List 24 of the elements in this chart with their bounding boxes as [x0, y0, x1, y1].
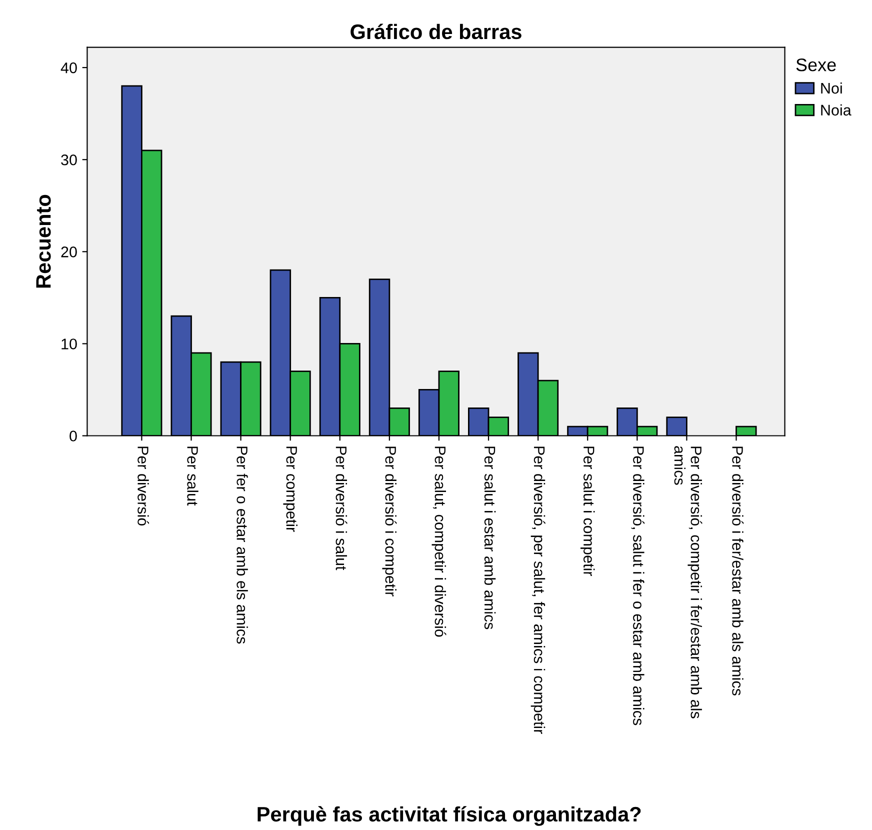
y-tick-label: 20 [61, 246, 77, 258]
x-tick-label: Per diversió, salut i fer o estar amb amics [631, 446, 644, 726]
x-tick-label: Per diversió i competir [382, 446, 397, 596]
x-tick-label: Per salut [187, 446, 198, 506]
chart-title: Gráfico de barras [350, 24, 522, 40]
legend-label: Noi [821, 82, 842, 94]
x-tick-label: Per diversió, per salut, fer amics i competir [530, 446, 546, 734]
x-tick-label: Per competir [283, 446, 298, 532]
x-tick-label: Per salut i estar amb amics [484, 446, 496, 630]
x-tick-label: Per salut i competir [580, 446, 595, 576]
y-axis-title: Recuento [36, 194, 51, 288]
y-tick-label: 10 [62, 338, 77, 350]
x-tick-label: Per diversió i fer/estar amb als amics [732, 446, 744, 696]
x-tick-label: Per diversió i salut [336, 446, 348, 570]
x-tick-label: Per diversió [138, 446, 149, 526]
legend-title: Sexe [796, 58, 836, 72]
y-tick-label: 30 [61, 154, 77, 166]
y-tick-label: 0 [70, 430, 77, 442]
x-axis-title: Perquè fas activitat física organitzada? [258, 806, 641, 826]
x-tick-label: Per fer o estar amb els amics [236, 446, 248, 644]
legend-label: Noia [821, 104, 852, 116]
x-tick-label: Per diversió, competir i fer/estar amb als amics [674, 446, 702, 718]
y-tick-label: 40 [60, 62, 77, 74]
x-tick-label: Per salut, competir i diversió [432, 446, 446, 637]
